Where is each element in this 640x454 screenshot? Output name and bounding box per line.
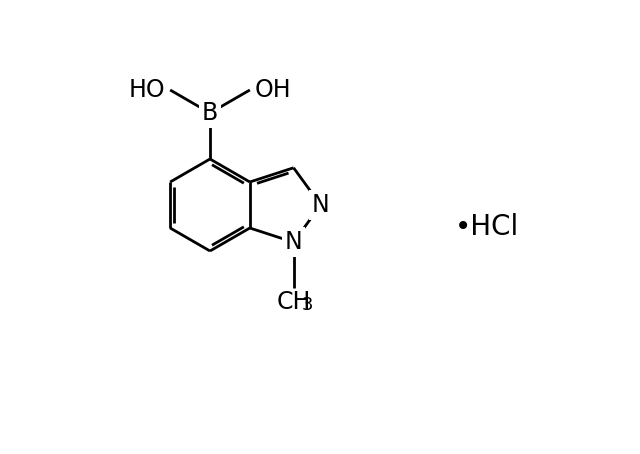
Text: HO: HO — [129, 78, 165, 102]
Text: CH: CH — [276, 290, 311, 314]
Text: N: N — [312, 193, 330, 217]
Text: OH: OH — [255, 78, 291, 102]
Text: 3: 3 — [302, 296, 314, 314]
Text: B: B — [202, 101, 218, 125]
Text: •HCl: •HCl — [455, 213, 519, 241]
Text: N: N — [285, 230, 303, 254]
